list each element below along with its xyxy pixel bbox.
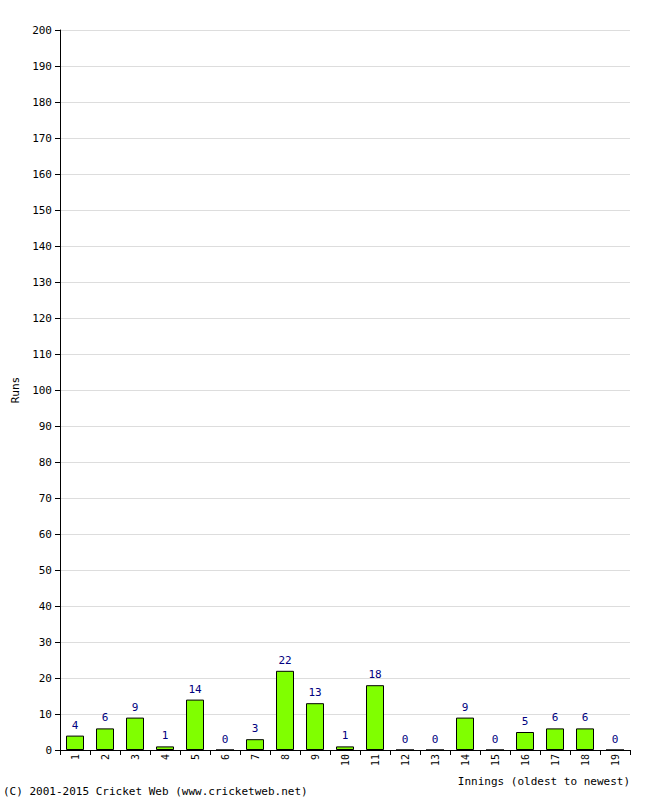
svg-text:1: 1 <box>162 729 169 742</box>
svg-text:6: 6 <box>552 711 559 724</box>
svg-text:150: 150 <box>32 204 52 217</box>
svg-text:0: 0 <box>402 733 409 746</box>
svg-text:12: 12 <box>400 754 411 766</box>
svg-text:11: 11 <box>370 754 381 766</box>
svg-text:0: 0 <box>45 744 52 757</box>
svg-text:0: 0 <box>492 733 499 746</box>
svg-text:13: 13 <box>308 686 321 699</box>
svg-text:110: 110 <box>32 348 52 361</box>
svg-text:90: 90 <box>39 420 52 433</box>
svg-text:160: 160 <box>32 168 52 181</box>
svg-text:18: 18 <box>368 668 381 681</box>
svg-text:50: 50 <box>39 564 52 577</box>
svg-text:140: 140 <box>32 240 52 253</box>
svg-text:19: 19 <box>610 754 621 766</box>
svg-text:70: 70 <box>39 492 52 505</box>
svg-text:0: 0 <box>612 733 619 746</box>
svg-text:1: 1 <box>342 729 349 742</box>
svg-text:30: 30 <box>39 636 52 649</box>
svg-text:100: 100 <box>32 384 52 397</box>
svg-text:9: 9 <box>462 701 469 714</box>
svg-text:Runs: Runs <box>9 377 22 404</box>
svg-text:6: 6 <box>102 711 109 724</box>
svg-text:180: 180 <box>32 96 52 109</box>
svg-text:6: 6 <box>582 711 589 724</box>
svg-text:17: 17 <box>550 754 561 766</box>
svg-text:18: 18 <box>580 754 591 766</box>
svg-text:15: 15 <box>490 754 501 766</box>
svg-text:2: 2 <box>100 754 111 760</box>
svg-text:170: 170 <box>32 132 52 145</box>
svg-text:14: 14 <box>188 683 202 696</box>
svg-text:60: 60 <box>39 528 52 541</box>
svg-text:3: 3 <box>252 722 259 735</box>
svg-text:Innings (oldest to newest): Innings (oldest to newest) <box>458 775 630 788</box>
svg-text:5: 5 <box>522 715 529 728</box>
svg-text:40: 40 <box>39 600 52 613</box>
svg-text:13: 13 <box>430 754 441 766</box>
svg-text:9: 9 <box>310 754 321 760</box>
svg-text:200: 200 <box>32 24 52 37</box>
svg-text:5: 5 <box>190 754 201 760</box>
svg-text:3: 3 <box>130 754 141 760</box>
svg-text:1: 1 <box>70 754 81 760</box>
svg-text:0: 0 <box>222 733 229 746</box>
svg-text:0: 0 <box>432 733 439 746</box>
svg-text:130: 130 <box>32 276 52 289</box>
svg-text:8: 8 <box>280 754 291 760</box>
svg-text:14: 14 <box>460 754 471 766</box>
svg-text:16: 16 <box>520 754 531 766</box>
svg-text:4: 4 <box>160 754 171 760</box>
svg-text:22: 22 <box>278 654 291 667</box>
svg-text:(C) 2001-2015 Cricket Web (www: (C) 2001-2015 Cricket Web (www.cricketwe… <box>3 785 308 798</box>
svg-text:10: 10 <box>340 754 351 766</box>
svg-text:120: 120 <box>32 312 52 325</box>
svg-text:7: 7 <box>250 754 261 760</box>
svg-text:6: 6 <box>220 754 231 760</box>
svg-text:80: 80 <box>39 456 52 469</box>
svg-text:190: 190 <box>32 60 52 73</box>
svg-text:9: 9 <box>132 701 139 714</box>
svg-text:10: 10 <box>39 708 52 721</box>
svg-text:4: 4 <box>72 719 79 732</box>
svg-text:20: 20 <box>39 672 52 685</box>
